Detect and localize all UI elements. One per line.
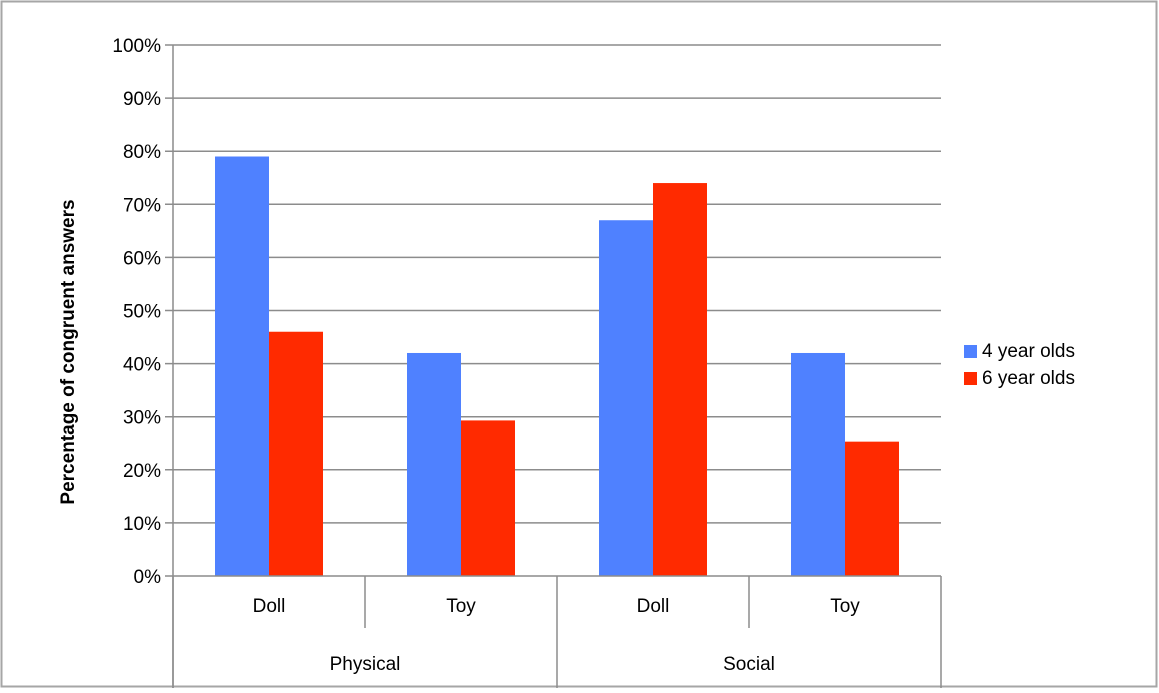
- bar: [215, 156, 269, 576]
- y-tick-label: 40%: [123, 355, 161, 376]
- legend-label: 4 year olds: [982, 341, 1075, 362]
- y-tick-label: 90%: [123, 89, 161, 110]
- bars: [215, 156, 899, 577]
- x-tick-label: Toy: [830, 596, 860, 617]
- legend-label: 6 year olds: [982, 368, 1075, 389]
- y-tick-label: 60%: [123, 248, 161, 269]
- x-tick-label: Doll: [253, 596, 286, 617]
- y-tick-label: 0%: [134, 567, 162, 588]
- legend: 4 year olds 6 year olds: [964, 341, 1075, 389]
- y-tick-label: 10%: [123, 514, 161, 535]
- legend-swatch: [964, 372, 977, 385]
- group-label: Physical: [330, 654, 401, 675]
- y-tick-label: 70%: [123, 195, 161, 216]
- bar: [791, 352, 845, 576]
- bar: [269, 331, 323, 576]
- y-tick-label: 50%: [123, 302, 161, 323]
- y-axis-title: Percentage of congruent answers: [58, 199, 79, 504]
- y-tick-label: 20%: [123, 461, 161, 482]
- y-tick-label: 100%: [112, 36, 161, 57]
- bar: [461, 420, 515, 576]
- bar: [653, 183, 707, 576]
- x-tick-label: Doll: [637, 596, 670, 617]
- y-tick-label: 30%: [123, 408, 161, 429]
- bar: [845, 441, 899, 576]
- bar: [599, 220, 653, 577]
- x-tick-label: Toy: [446, 596, 476, 617]
- axis-labels: 0% 10% 20% 30% 40% 50% 60% 70% 80% 90% 100% Doll Toy…: [112, 36, 860, 675]
- bar: [407, 352, 461, 576]
- axes: [165, 45, 942, 688]
- y-tick-label: 80%: [123, 142, 161, 163]
- legend-swatch: [964, 345, 977, 358]
- group-label: Social: [723, 654, 775, 675]
